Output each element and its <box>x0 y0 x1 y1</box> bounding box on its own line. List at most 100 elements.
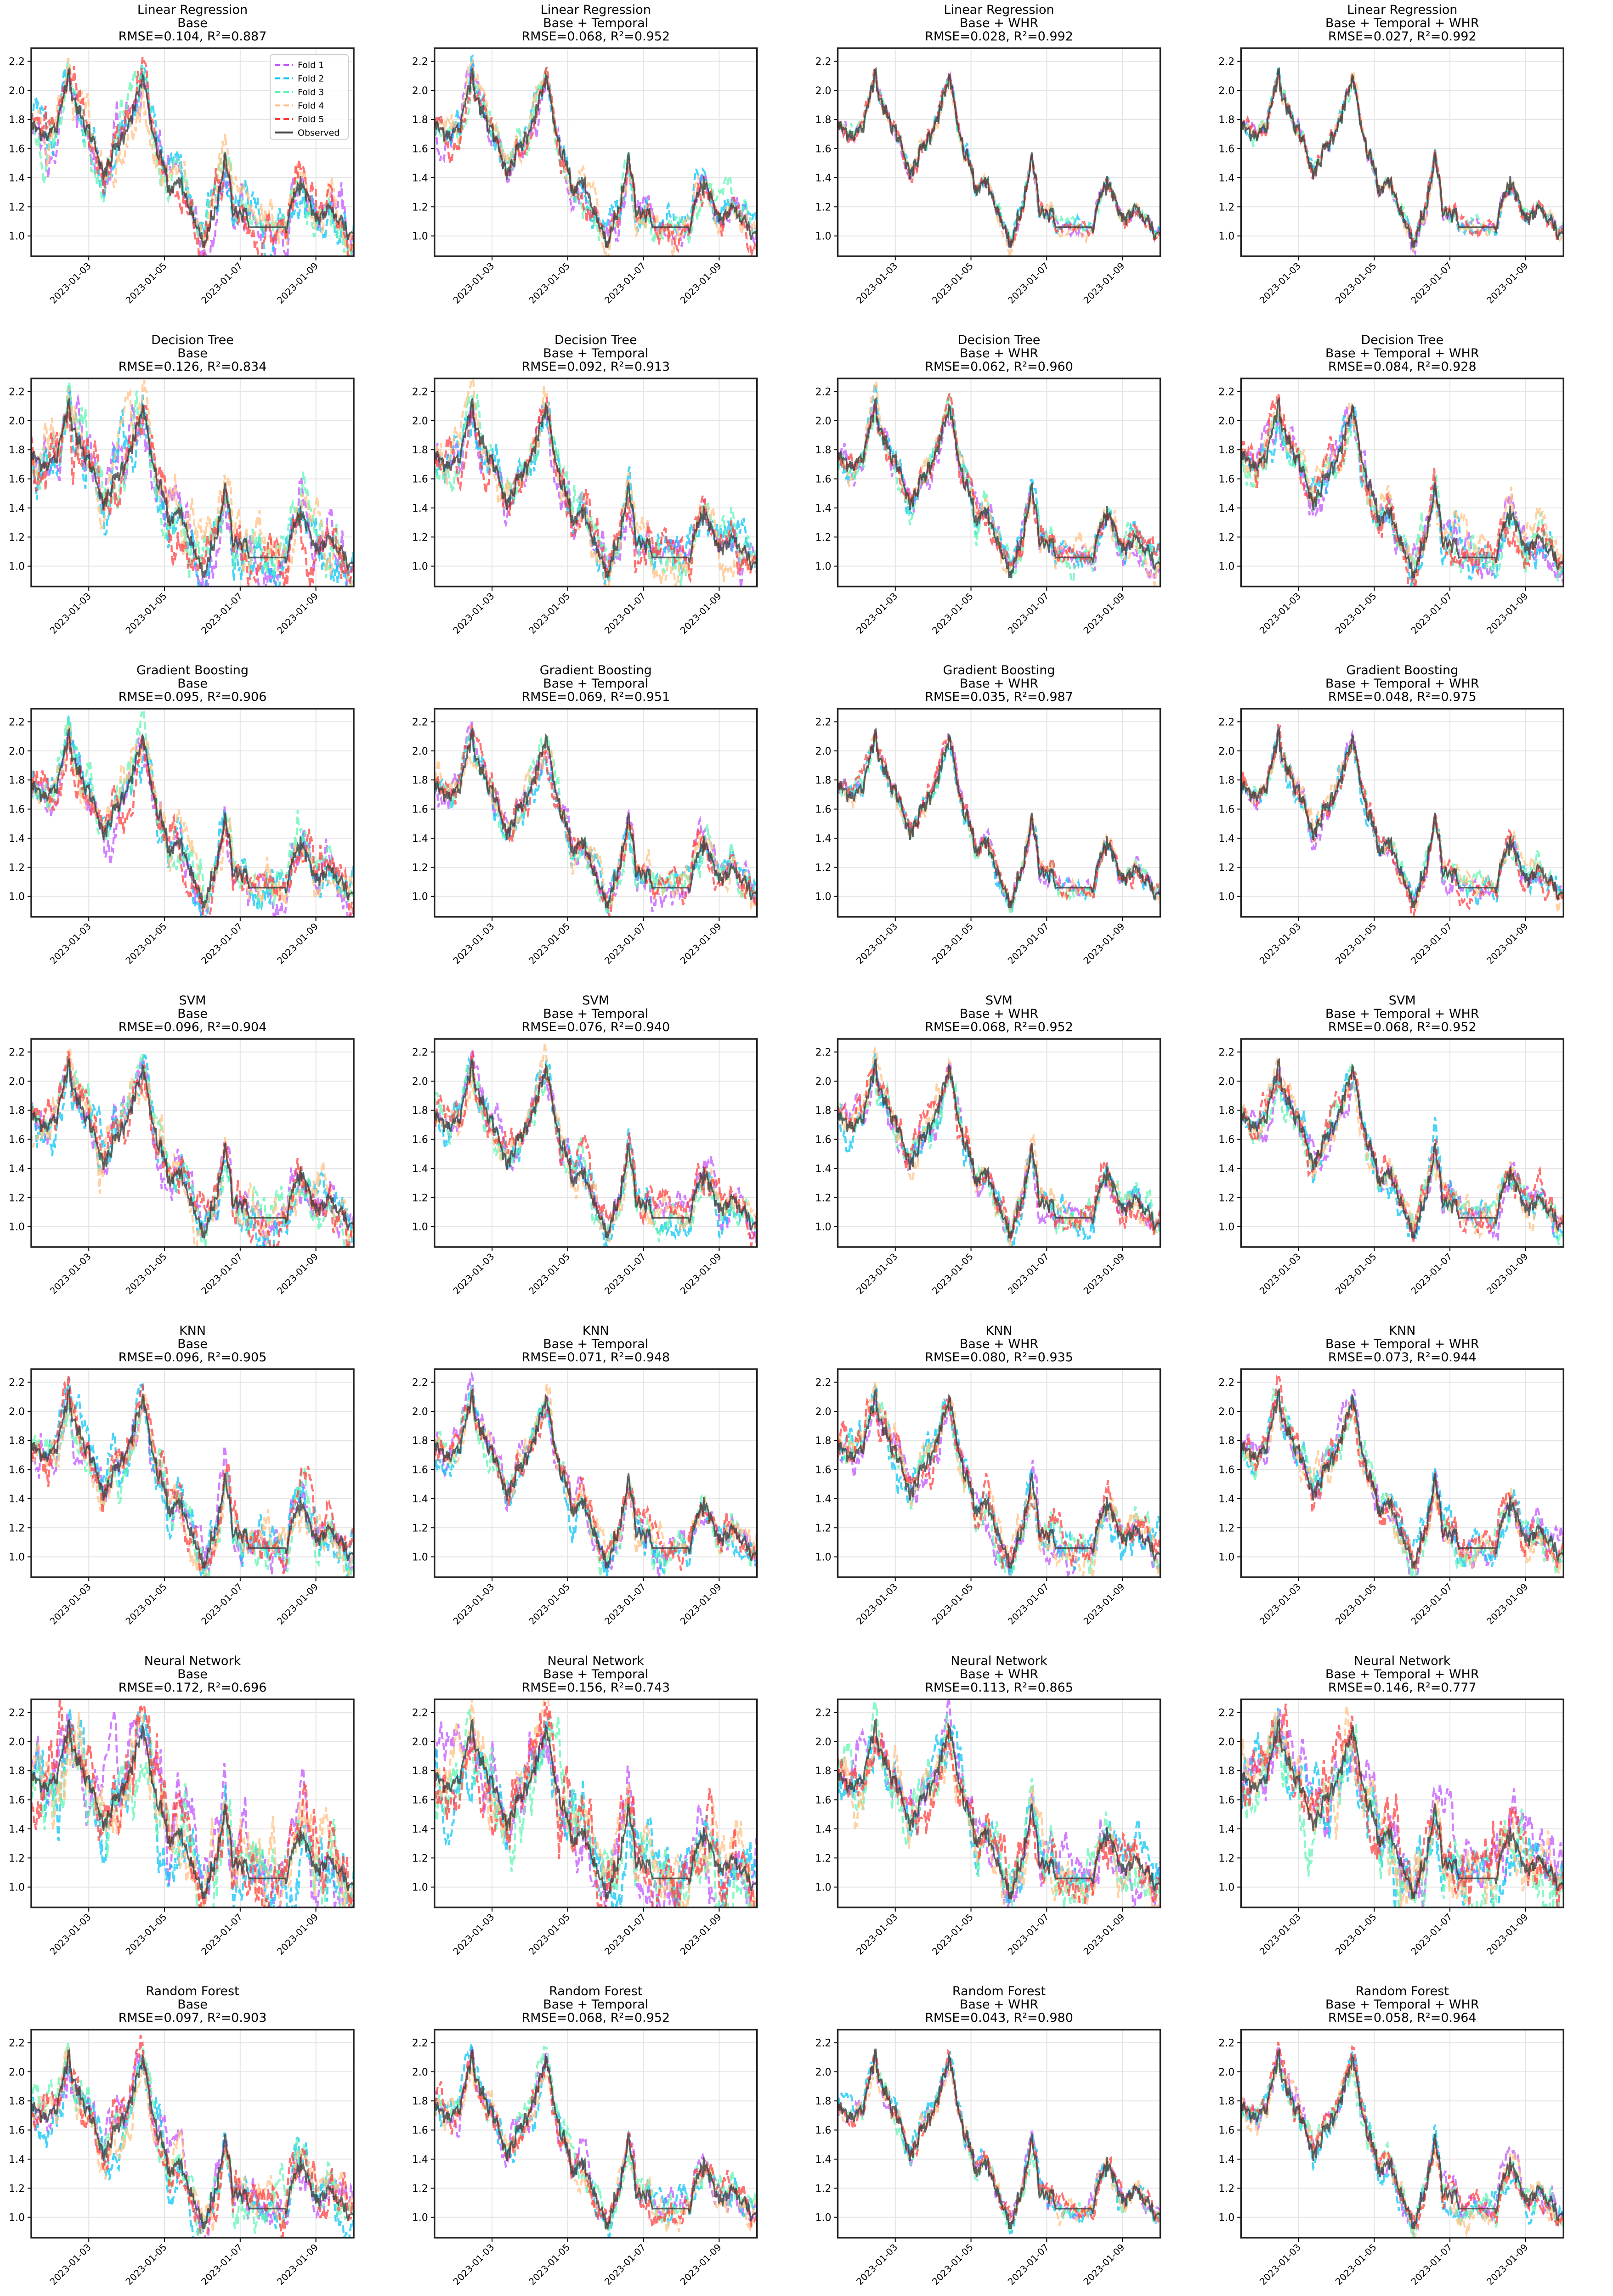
fold-2-prediction-line <box>838 2048 1160 2234</box>
x-tick-label: 2023-01-05 <box>1333 2242 1379 2287</box>
subplot-title-model: SVM <box>1389 993 1416 1008</box>
subplot-title-features: Base + Temporal + WHR <box>1325 1667 1479 1681</box>
y-tick-label: 1.8 <box>9 1435 25 1447</box>
y-tick-label: 1.6 <box>9 474 25 485</box>
observed-line <box>1241 2048 1564 2229</box>
axes-frame <box>1240 1368 1564 1578</box>
y-tick-label: 1.2 <box>9 202 25 213</box>
x-tick-label: 2023-01-07 <box>1006 260 1051 306</box>
subplot-title-features: Base <box>177 1337 208 1351</box>
x-tick-label: 2023-01-05 <box>1333 260 1379 306</box>
fold-3-prediction-line <box>838 2048 1160 2236</box>
y-tick-label: 1.0 <box>815 2212 832 2224</box>
subplot-title-model: SVM <box>179 993 206 1008</box>
y-tick-label: 1.6 <box>815 1134 832 1146</box>
y-tick-label: 1.0 <box>815 1552 832 1563</box>
observed-line <box>838 1718 1160 1899</box>
y-tick-label: 2.2 <box>9 56 25 68</box>
y-tick-label: 1.8 <box>412 445 428 456</box>
series-lines <box>838 1382 1160 1577</box>
observed-line <box>838 67 1160 248</box>
y-tick-label: 1.2 <box>1218 1523 1234 1534</box>
x-tick-label: 2023-01-09 <box>1081 260 1126 306</box>
observed-line <box>1241 1718 1564 1899</box>
x-tick-label: 2023-01-03 <box>48 1581 93 1627</box>
axes-frame <box>434 47 758 257</box>
y-tick-label: 1.0 <box>1218 2212 1234 2224</box>
x-tick-label: 2023-01-09 <box>1081 2242 1126 2287</box>
subplot-title-features: Base + Temporal + WHR <box>1325 677 1479 691</box>
x-tick-label: 2023-01-09 <box>678 260 724 306</box>
y-tick-label: 1.0 <box>9 1882 25 1894</box>
subplot-title-features: Base + Temporal <box>543 1337 648 1351</box>
observed-line <box>434 1388 757 1569</box>
x-tick-label: 2023-01-07 <box>602 1581 648 1627</box>
x-tick-label: 2023-01-07 <box>1006 1581 1051 1627</box>
y-tick-label: 2.0 <box>1218 416 1234 427</box>
y-tick-label: 1.4 <box>9 1824 25 1835</box>
y-tick-label: 1.6 <box>815 474 832 485</box>
observed-line <box>1241 727 1564 908</box>
x-tick-label: 2023-01-03 <box>48 260 93 306</box>
subplot-title-metrics: RMSE=0.068, R²=0.952 <box>925 1020 1073 1034</box>
x-tick-label: 2023-01-03 <box>1257 1581 1303 1627</box>
subplot-title-model: Random Forest <box>1356 1984 1449 1998</box>
y-tick-label: 2.0 <box>815 85 832 97</box>
x-tick-label: 2023-01-03 <box>451 1251 496 1297</box>
y-tick-label: 1.8 <box>412 775 428 786</box>
x-tick-label: 2023-01-07 <box>1006 1912 1051 1957</box>
fold-5-prediction-line <box>434 1702 755 1907</box>
y-tick-label: 1.0 <box>815 231 832 243</box>
y-tick-label: 2.0 <box>1218 746 1234 757</box>
y-tick-label: 2.2 <box>9 2038 25 2049</box>
x-tick-label: 2023-01-03 <box>854 1581 900 1627</box>
y-tick-label: 1.8 <box>815 1766 832 1777</box>
y-tick-label: 1.6 <box>9 144 25 155</box>
y-tick-label: 2.2 <box>815 387 832 398</box>
x-tick-label: 2023-01-09 <box>1081 1581 1126 1627</box>
axes-frame <box>434 378 758 587</box>
fold-2-prediction-line <box>31 1376 354 1577</box>
y-tick-label: 2.0 <box>9 1737 25 1748</box>
axes-frame <box>1240 47 1564 257</box>
series-lines <box>434 1042 757 1247</box>
subplot-title-features: Base + Temporal <box>543 677 648 691</box>
x-tick-label: 2023-01-03 <box>451 591 496 636</box>
fold-5-prediction-line <box>1241 1704 1564 1907</box>
x-tick-label: 2023-01-03 <box>451 1912 496 1957</box>
y-tick-label: 1.8 <box>1218 1435 1234 1447</box>
x-tick-label: 2023-01-03 <box>1257 2242 1303 2287</box>
y-tick-label: 1.8 <box>412 1435 428 1447</box>
subplot-title-model: Gradient Boosting <box>1346 663 1458 677</box>
fold-4-prediction-line <box>31 1049 354 1247</box>
y-tick-label: 2.2 <box>412 2038 428 2049</box>
subplot-title-metrics: RMSE=0.146, R²=0.777 <box>1328 1681 1477 1695</box>
x-tick-label: 2023-01-07 <box>199 1251 244 1297</box>
y-tick-label: 2.0 <box>412 1406 428 1418</box>
x-tick-label: 2023-01-05 <box>123 2242 169 2287</box>
y-tick-label: 2.2 <box>1218 1047 1234 1059</box>
y-tick-label: 1.8 <box>1218 114 1234 126</box>
observed-line <box>31 1057 354 1239</box>
subplot-title-model: KNN <box>985 1324 1012 1338</box>
x-tick-label: 2023-01-05 <box>123 1912 169 1957</box>
fold-4-prediction-line <box>1241 1705 1564 1907</box>
subplot-title-features: Base + Temporal + WHR <box>1325 1007 1479 1021</box>
subplot-title-features: Base <box>177 1667 208 1681</box>
observed-line <box>31 397 354 578</box>
fold-2-prediction-line <box>31 715 354 917</box>
subplot-title-features: Base + WHR <box>960 1007 1038 1021</box>
axes-frame <box>30 2029 355 2239</box>
y-tick-label: 1.6 <box>412 1465 428 1476</box>
fold-4-prediction-line <box>31 2046 354 2233</box>
y-tick-label: 1.6 <box>1218 804 1234 816</box>
y-tick-label: 1.4 <box>1218 503 1234 514</box>
